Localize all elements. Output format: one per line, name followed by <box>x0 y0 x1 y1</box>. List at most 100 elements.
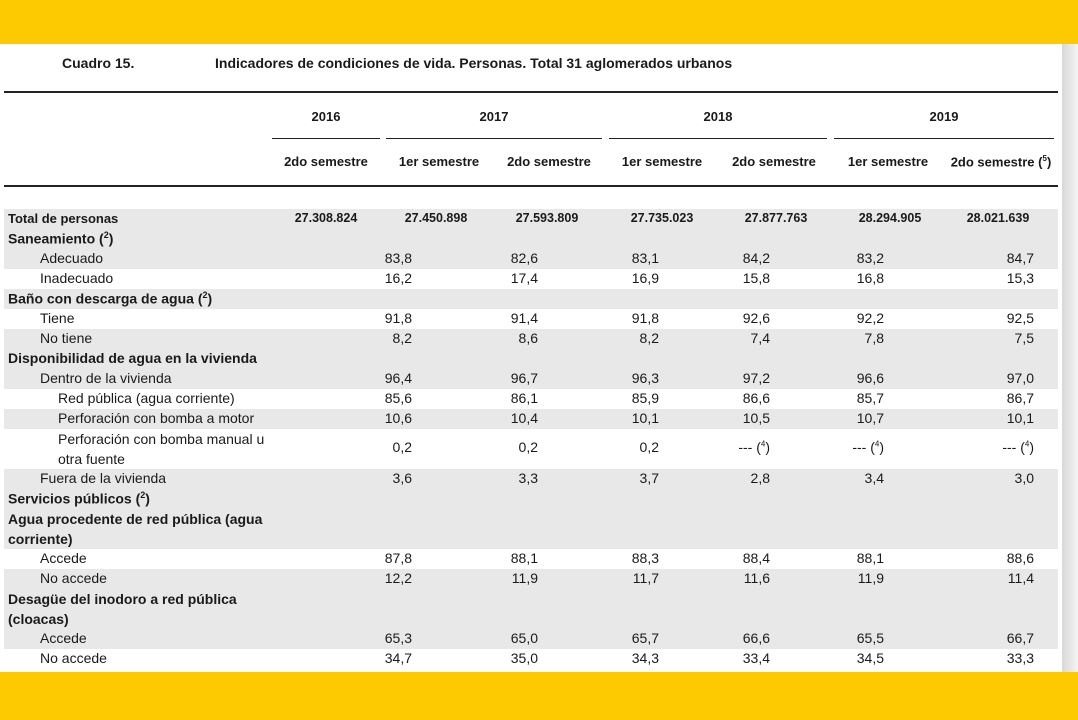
table-sheet: Cuadro 15. Indicadores de condiciones de… <box>0 44 1062 672</box>
value-cell: 84,7 <box>954 250 1034 266</box>
value-cell: 11,7 <box>579 570 659 586</box>
value-cell: 15,3 <box>954 270 1034 286</box>
value-text: 88,4 <box>742 550 770 566</box>
value-text: 85,7 <box>856 390 884 406</box>
value-text: 92,5 <box>1006 310 1034 326</box>
table-row: No accede 12,2 11,9 11,7 11,6 11,9 11,4 <box>4 569 1058 589</box>
row-label-text: No accede <box>40 650 107 666</box>
year-rule-2017 <box>386 138 602 139</box>
value-cell: 91,8 <box>579 310 659 326</box>
value-cell: 86,1 <box>458 390 538 406</box>
value-text: 12,2 <box>384 570 412 586</box>
total-value: 27.877.763 <box>744 211 808 225</box>
semester-header: 1er semestre <box>847 154 929 169</box>
value-cell: 92,2 <box>804 310 884 326</box>
value-cell: 96,3 <box>579 370 659 386</box>
year-rule-2016 <box>272 138 380 139</box>
row-label-text: Dentro de la vivienda <box>40 370 172 386</box>
value-cell: 10,1 <box>954 410 1034 426</box>
row-label: Fuera de la vivienda <box>40 470 166 486</box>
value-text: 3,4 <box>864 470 884 486</box>
value-cell: 85,6 <box>332 390 412 406</box>
row-label-text: Perforación con bomba manual u otra fuen… <box>58 431 265 467</box>
value-cell: 8,2 <box>579 330 659 346</box>
row-label-text: Desagüe del inodoro a red pública (cloac… <box>8 591 237 627</box>
semester-header: 1er semestre <box>398 154 480 169</box>
row-label-text: No tiene <box>40 330 93 346</box>
value-text: 3,3 <box>518 470 538 486</box>
value-text: 33,3 <box>1006 650 1034 666</box>
value-cell: 3,3 <box>458 470 538 486</box>
value-text: 7,4 <box>750 330 770 346</box>
value-cell: 3,4 <box>804 470 884 486</box>
value-text: 11,9 <box>857 570 884 586</box>
value-cell: 3,0 <box>954 470 1034 486</box>
value-cell: 92,5 <box>954 310 1034 326</box>
total-value: 27.450.898 <box>404 211 468 225</box>
value-cell: 65,3 <box>332 630 412 646</box>
value-cell: 2,8 <box>690 470 770 486</box>
total-row: Total de personas 27.308.824 27.450.898 27.… <box>4 209 1058 229</box>
value-text: 83,1 <box>631 250 659 266</box>
semester-header: 2do semestre <box>732 154 816 169</box>
value-text: 86,6 <box>742 390 770 406</box>
row-label: Agua procedente de red pública (agua cor… <box>8 509 288 549</box>
value-text: 96,4 <box>384 370 412 386</box>
value-cell: 88,1 <box>458 550 538 566</box>
value-cell: 83,2 <box>804 250 884 266</box>
value-cell: 16,2 <box>332 270 412 286</box>
row-label-text: Accede <box>40 550 87 566</box>
row-label: Tiene <box>40 310 75 326</box>
value-text: 33,4 <box>742 650 770 666</box>
value-text: 7,5 <box>1014 330 1034 346</box>
value-text: 91,8 <box>384 310 412 326</box>
value-cell: 8,6 <box>458 330 538 346</box>
row-label: No tiene <box>40 330 92 346</box>
value-text: 88,6 <box>1006 550 1034 566</box>
section-row: Baño con descarga de agua (2) <box>4 289 1058 309</box>
year-rule-2019 <box>834 138 1054 139</box>
row-label: Perforación con bomba manual u otra fuen… <box>58 429 288 469</box>
value-cell: 85,9 <box>579 390 659 406</box>
value-cell: 97,0 <box>954 370 1034 386</box>
semester-header: 2do semestre <box>507 154 591 169</box>
table-row: Inadecuado 16,2 17,4 16,9 15,8 16,8 15,3 <box>4 269 1058 289</box>
value-text: 3,7 <box>639 470 659 486</box>
row-label: Total de personas <box>8 211 119 226</box>
value-text: 2,8 <box>750 470 770 486</box>
row-label-text: Agua procedente de red pública (agua cor… <box>8 511 263 547</box>
semester-header: 2do semestre <box>284 154 368 169</box>
value-cell: 17,4 <box>458 270 538 286</box>
value-text: 83,8 <box>384 250 412 266</box>
value-text: 66,6 <box>742 630 770 646</box>
table-row: No tiene 8,2 8,6 8,2 7,4 7,8 7,5 <box>4 329 1058 349</box>
value-text: 97,2 <box>742 370 770 386</box>
value-cell: 12,2 <box>332 570 412 586</box>
table-row: Tiene 91,8 91,4 91,8 92,6 92,2 92,5 <box>4 309 1058 329</box>
value-text: 10,7 <box>856 410 884 426</box>
value-cell: 0,2 <box>458 439 538 455</box>
value-cell: 83,1 <box>579 250 659 266</box>
value-text: 11,7 <box>632 570 659 586</box>
value-text: --- <box>852 439 867 455</box>
footnote-ref: 4 <box>760 439 766 449</box>
row-label: Disponibilidad de agua en la vivienda <box>8 350 257 366</box>
value-cell: 34,7 <box>332 650 412 666</box>
value-cell: 96,4 <box>332 370 412 386</box>
footnote-ref: 2 <box>202 290 208 300</box>
value-cell: 10,4 <box>458 410 538 426</box>
table-row: Accede 87,8 88,1 88,3 88,4 88,1 88,6 <box>4 549 1058 569</box>
row-label-text: Fuera de la vivienda <box>40 470 167 486</box>
value-cell: 11,9 <box>804 570 884 586</box>
value-cell: 33,4 <box>690 650 770 666</box>
value-cell: 97,2 <box>690 370 770 386</box>
row-label: Accede <box>40 550 87 566</box>
year-2017: 2017 <box>479 109 509 124</box>
total-value: 27.308.824 <box>294 211 358 225</box>
value-cell: 10,6 <box>332 410 412 426</box>
value-cell: 92,6 <box>690 310 770 326</box>
value-text: 65,7 <box>631 630 659 646</box>
value-cell: 86,7 <box>954 390 1034 406</box>
value-text: 11,4 <box>1007 570 1034 586</box>
table-row: No accede 34,7 35,0 34,3 33,4 34,5 33,3 <box>4 649 1058 669</box>
